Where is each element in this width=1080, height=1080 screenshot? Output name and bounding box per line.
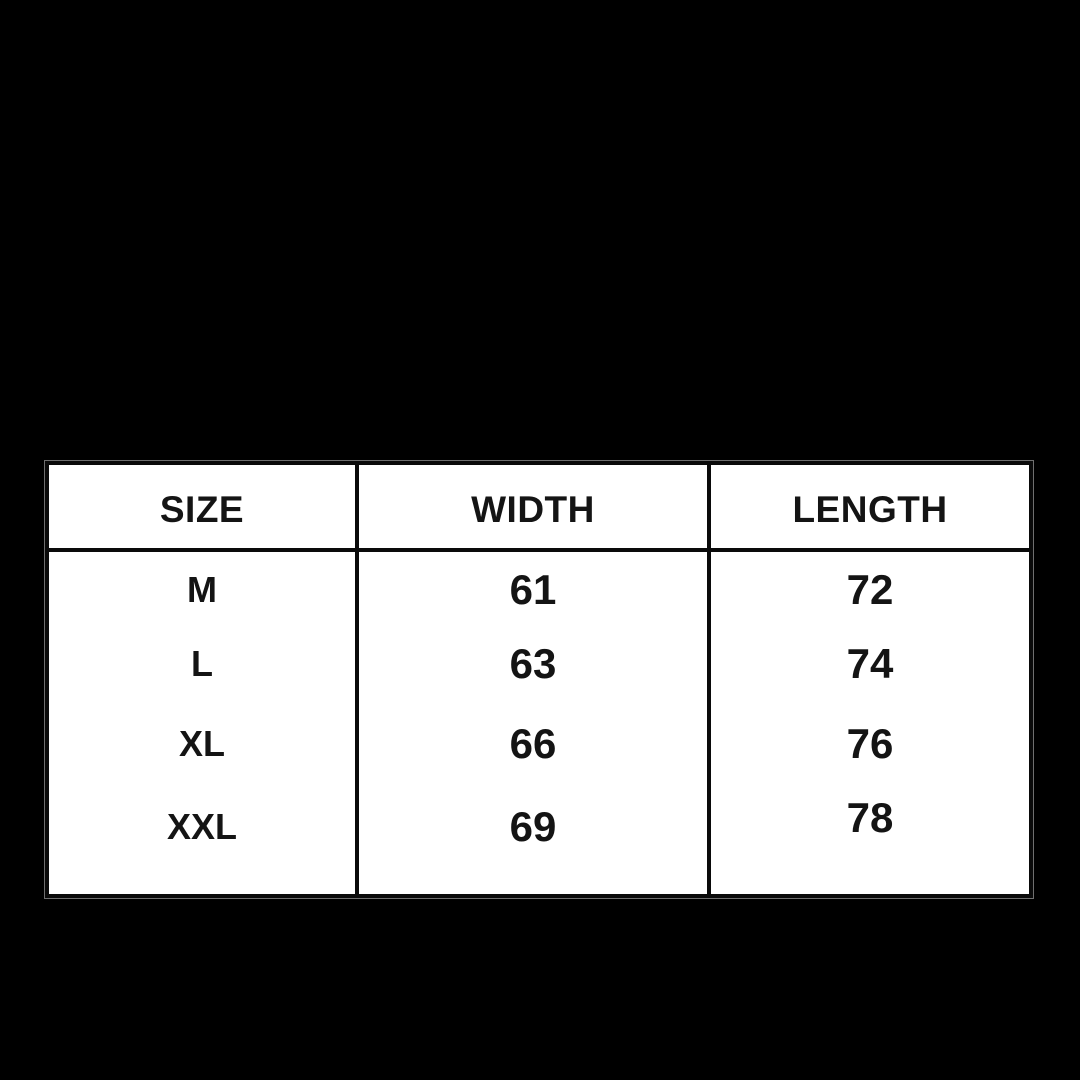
cell-length-row-1: 74	[846, 640, 894, 687]
header-cell-width: WIDTH	[359, 465, 711, 552]
cell-width-row-2: 66	[359, 700, 711, 788]
cell-size-row-0: M	[49, 552, 359, 628]
cell-length-row-3: 78	[846, 794, 894, 841]
header-cell-size: SIZE	[49, 465, 359, 552]
cell-width-row-0: 61	[359, 552, 711, 628]
cell-size-row-3: XXL	[49, 788, 359, 866]
cell-width-row-1: 63	[359, 628, 711, 700]
cell-length-row-0: 72	[846, 566, 894, 613]
cell-width-row-3: 69	[359, 788, 711, 866]
cell-length-row-2: 76	[846, 720, 894, 767]
cell-size-row-1: L	[49, 628, 359, 700]
header-cell-length: LENGTH	[711, 465, 1029, 552]
filler-cell	[711, 866, 1029, 894]
filler-cell	[49, 866, 359, 894]
size-chart-table: SIZE WIDTH LENGTH M 61 72 L 63 74 XL 66 76 XXL 69 78	[44, 460, 1034, 899]
filler-cell	[359, 866, 711, 894]
cell-size-row-2: XL	[49, 700, 359, 788]
